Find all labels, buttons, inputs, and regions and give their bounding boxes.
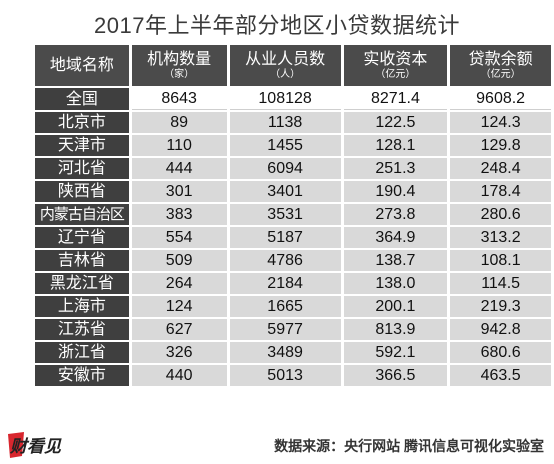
table-cell: 8271.4 [343,88,448,110]
table-row: 安徽市 440 5013 366.5 463.5 [35,365,551,386]
table-cell: 3401 [229,181,341,202]
row-label: 陕西省 [35,181,129,202]
table-cell: 440 [131,365,227,386]
table-cell: 138.0 [343,273,448,294]
caikanjian-logo: 财看见 [8,432,62,458]
column-header-label: 地域名称 [49,56,114,74]
table-cell: 9608.2 [450,88,551,110]
row-label: 安徽市 [35,365,129,386]
table-cell: 219.3 [450,296,551,317]
table-cell: 509 [131,250,227,271]
logo-text: 财看见 [9,437,62,456]
table-row: 全国 8643 108128 8271.4 9608.2 [35,88,551,110]
table-cell: 273.8 [343,204,448,225]
table-row: 江苏省 627 5977 813.9 942.8 [35,319,551,340]
table-cell: 248.4 [450,158,551,179]
table-cell: 6094 [229,158,341,179]
table-cell: 114.5 [450,273,551,294]
chart-title: 2017年上半年部分地区小贷数据统计 [94,13,460,38]
table-cell: 627 [131,319,227,340]
table-cell: 190.4 [343,181,448,202]
data-source: 数据来源：央行网站 腾讯信息可视化实验室 [274,438,544,454]
table-cell: 383 [131,204,227,225]
column-header-4: 贷款余额 （亿元） [450,45,551,86]
table-row: 上海市 124 1665 200.1 219.3 [35,296,551,317]
table-cell: 1455 [229,135,341,156]
table-cell: 8643 [131,88,227,110]
table-cell: 108128 [229,88,341,110]
table-row: 河北省 444 6094 251.3 248.4 [35,158,551,179]
table-cell: 5977 [229,319,341,340]
column-header-label: 从业人员数 [245,50,326,68]
table-row: 陕西省 301 3401 190.4 178.4 [35,181,551,202]
column-header-3: 实收资本 （亿元） [343,45,448,86]
row-label: 浙江省 [35,342,129,363]
table-row: 浙江省 326 3489 592.1 680.6 [35,342,551,363]
table-cell: 301 [131,181,227,202]
table-cell: 366.5 [343,365,448,386]
row-label: 全国 [35,88,129,110]
table-cell: 89 [131,112,227,133]
table-cell: 3531 [229,204,341,225]
row-label: 上海市 [35,296,129,317]
column-header-unit: （人） [270,68,301,80]
table-cell: 138.7 [343,250,448,271]
row-label: 内蒙古自治区 [35,204,129,225]
table-cell: 444 [131,158,227,179]
row-label: 河北省 [35,158,129,179]
column-header-unit: （家） [164,68,195,80]
column-header-unit: （亿元） [375,68,416,80]
data-table: 地域名称 机构数量 （家） 从业人员数 （人） 实收资本 （亿元） 贷款余额 （亿元） 全国 86… [32,43,554,388]
table-row: 天津市 110 1455 128.1 129.8 [35,135,551,156]
row-label: 黑龙江省 [35,273,129,294]
table-cell: 554 [131,227,227,248]
column-header-1: 机构数量 （家） [131,45,227,86]
column-header-0: 地域名称 [35,45,129,86]
table-row: 黑龙江省 264 2184 138.0 114.5 [35,273,551,294]
table-cell: 110 [131,135,227,156]
column-header-2: 从业人员数 （人） [229,45,341,86]
table-cell: 3489 [229,342,341,363]
column-header-label: 实收资本 [363,50,428,68]
table-cell: 5013 [229,365,341,386]
column-header-unit: （亿元） [480,68,521,80]
table-row: 吉林省 509 4786 138.7 108.1 [35,250,551,271]
table-cell: 124.3 [450,112,551,133]
table-cell: 122.5 [343,112,448,133]
table-cell: 680.6 [450,342,551,363]
table-cell: 463.5 [450,365,551,386]
table-cell: 326 [131,342,227,363]
row-label: 吉林省 [35,250,129,271]
row-label: 江苏省 [35,319,129,340]
table-cell: 2184 [229,273,341,294]
table-cell: 178.4 [450,181,551,202]
table-cell: 200.1 [343,296,448,317]
table-cell: 1665 [229,296,341,317]
table-cell: 124 [131,296,227,317]
table-cell: 813.9 [343,319,448,340]
table-cell: 364.9 [343,227,448,248]
table-cell: 280.6 [450,204,551,225]
table-cell: 592.1 [343,342,448,363]
table-cell: 4786 [229,250,341,271]
column-header-label: 贷款余额 [468,50,533,68]
table-cell: 108.1 [450,250,551,271]
table-cell: 251.3 [343,158,448,179]
row-label: 北京市 [35,112,129,133]
table-cell: 313.2 [450,227,551,248]
table-cell: 5187 [229,227,341,248]
table-cell: 1138 [229,112,341,133]
table-row: 辽宁省 554 5187 364.9 313.2 [35,227,551,248]
table-cell: 264 [131,273,227,294]
column-header-label: 机构数量 [147,50,212,68]
table-header-row: 地域名称 机构数量 （家） 从业人员数 （人） 实收资本 （亿元） 贷款余额 （亿元） [35,45,551,86]
table-cell: 129.8 [450,135,551,156]
row-label: 天津市 [35,135,129,156]
row-label: 辽宁省 [35,227,129,248]
table-row: 北京市 89 1138 122.5 124.3 [35,112,551,133]
table-cell: 128.1 [343,135,448,156]
table-cell: 942.8 [450,319,551,340]
table-row: 内蒙古自治区 383 3531 273.8 280.6 [35,204,551,225]
